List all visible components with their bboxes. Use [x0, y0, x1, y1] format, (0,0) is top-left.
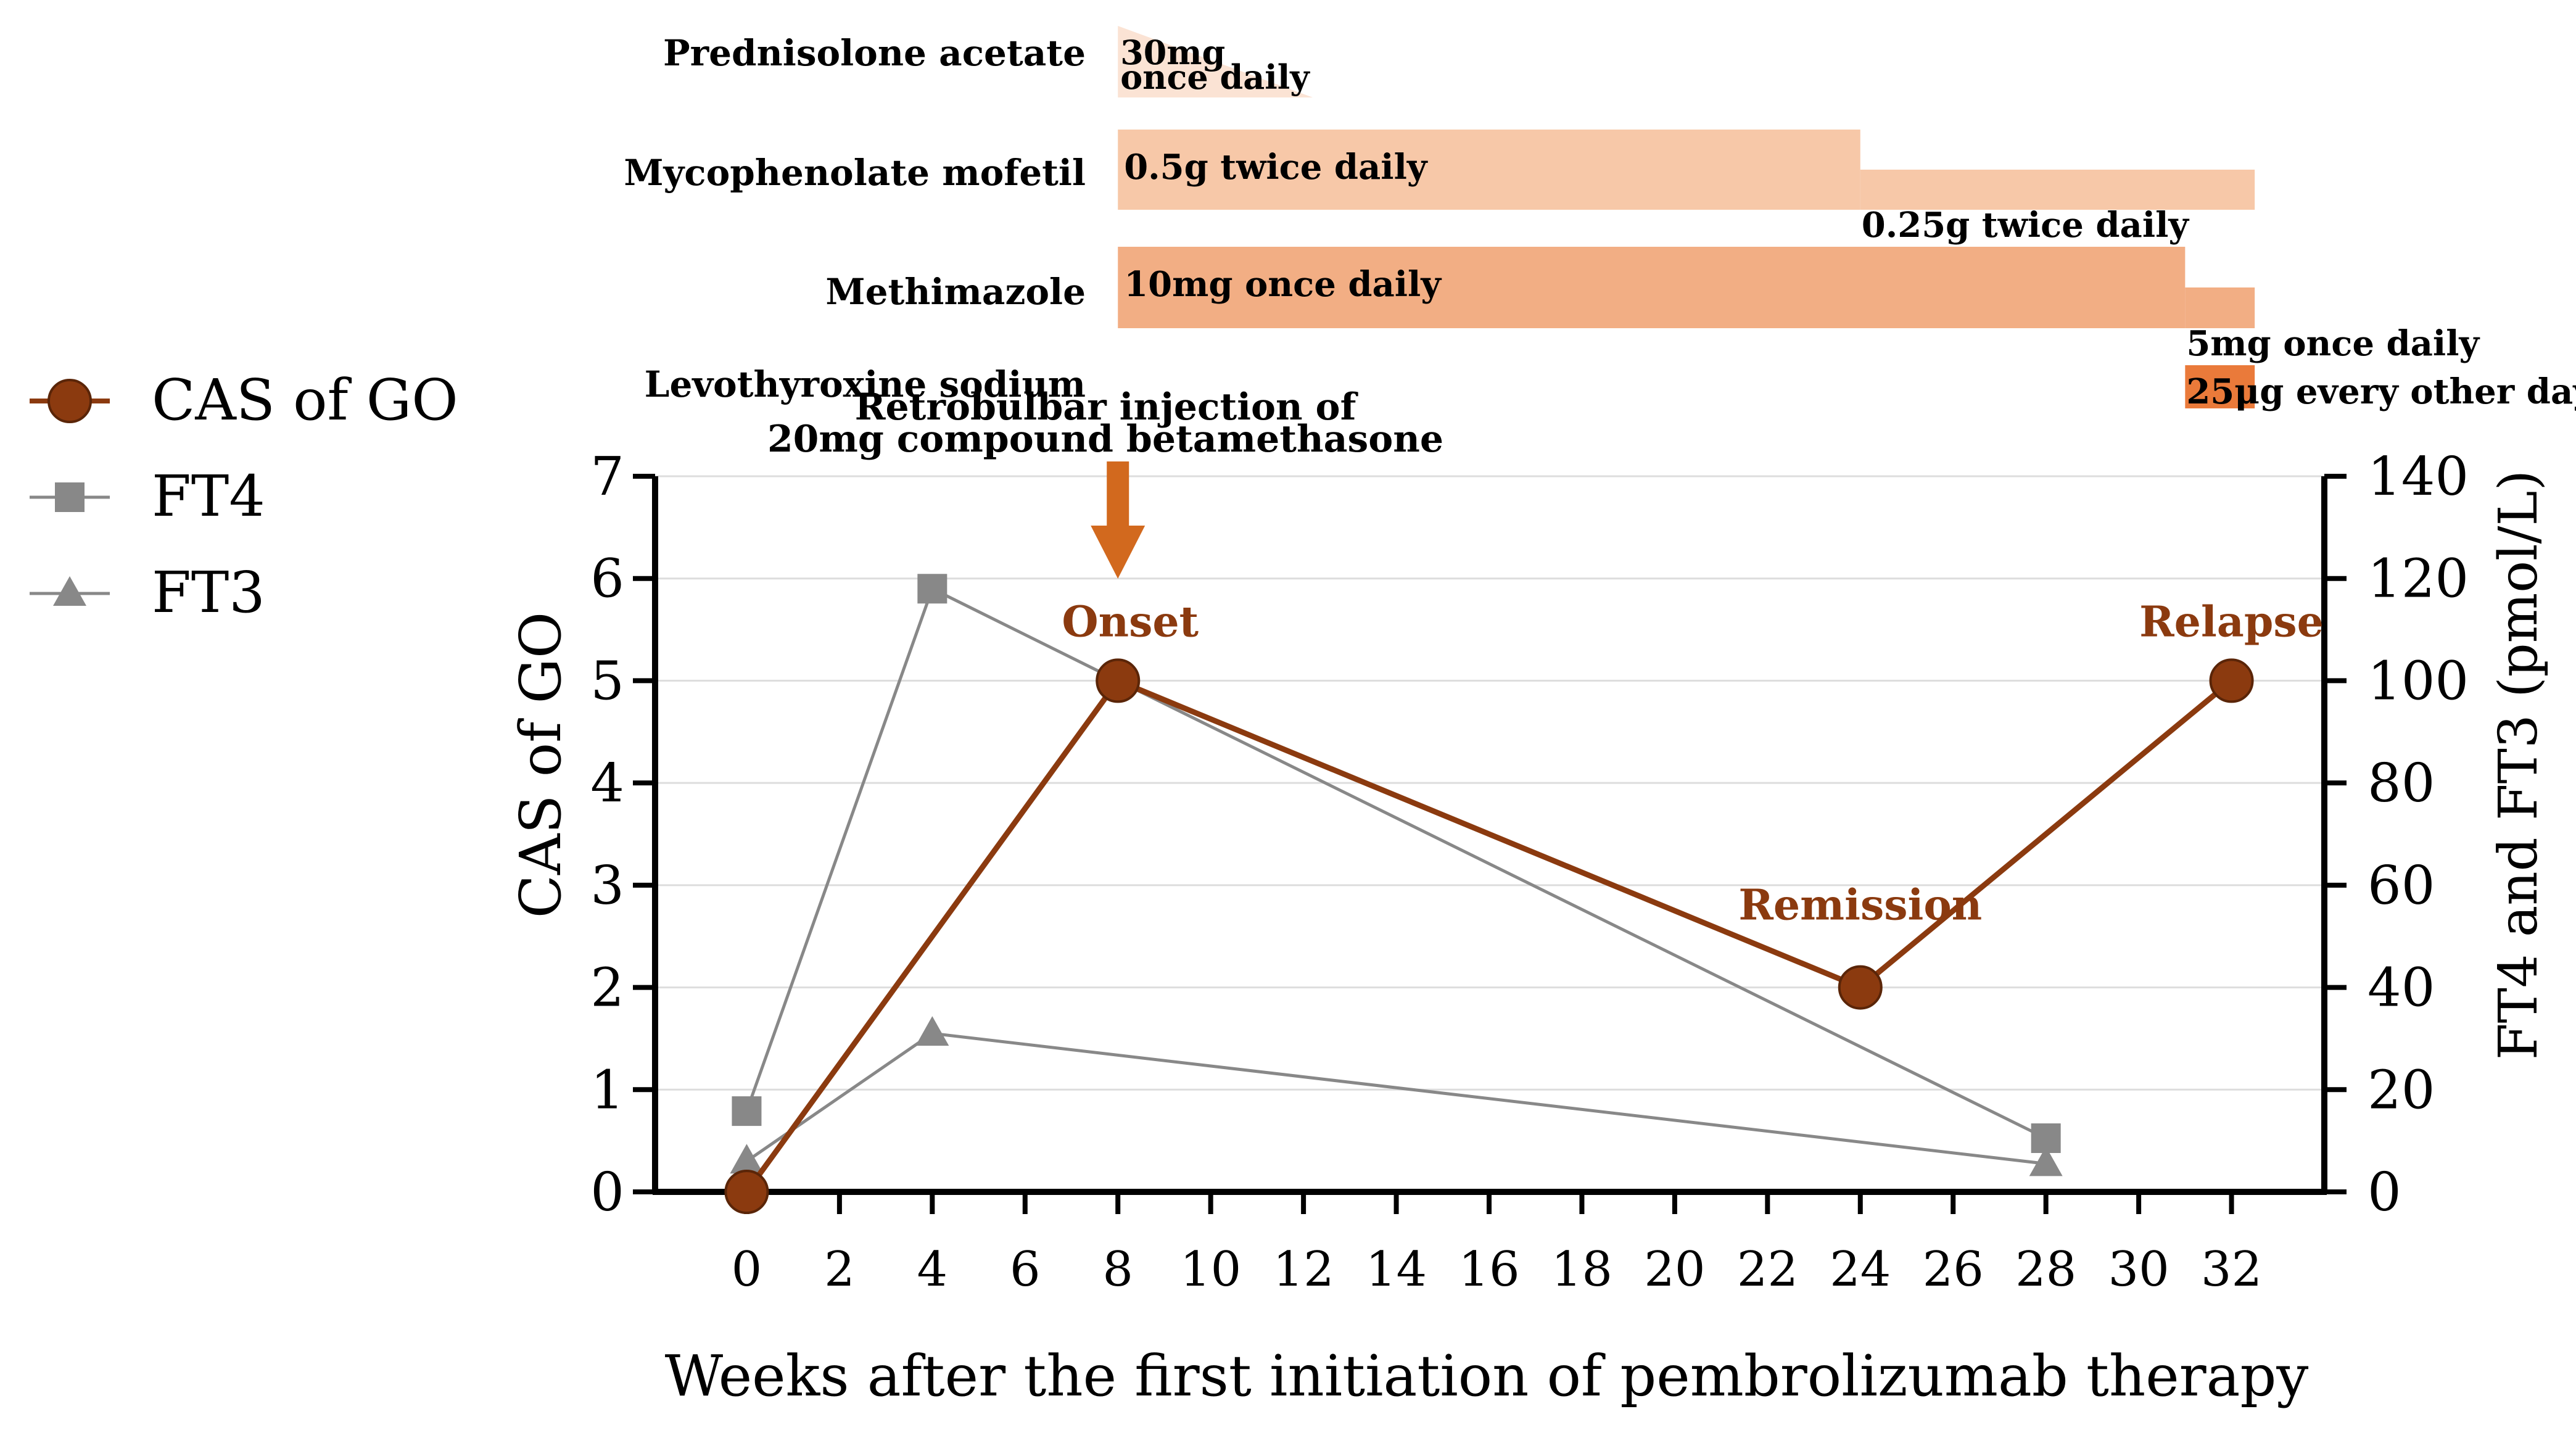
left-tick-label: 7 — [590, 446, 624, 508]
ft4-point — [55, 482, 85, 512]
annotation-relapse: Relapse — [2139, 597, 2324, 647]
treatment-bar-pred — [1118, 26, 1313, 97]
legend-item: FT3 — [30, 560, 265, 626]
dose-label: once daily — [1120, 57, 1310, 97]
x-tick-label: 0 — [732, 1242, 762, 1297]
left-axis-title: CAS of GO — [508, 612, 574, 919]
left-tick-label: 6 — [590, 548, 624, 610]
injection-label-line1: Retrobulbar injection of — [855, 386, 1359, 429]
series-line — [744, 677, 2234, 1194]
cas-point — [1838, 965, 1883, 1010]
annotation-onset: Onset — [1062, 597, 1199, 647]
dose-label: 10mg once daily — [1124, 264, 1442, 305]
legend-item: FT4 — [30, 463, 265, 529]
ft4-point — [917, 574, 947, 604]
x-tick-label: 10 — [1180, 1242, 1241, 1297]
treatment-label-myco: Mycophenolate mofetil — [624, 152, 1086, 194]
left-tick-label: 5 — [590, 650, 624, 712]
dose-label: 25μg every other day — [2186, 371, 2576, 412]
legend: CAS of GO FT4 FT3 — [30, 367, 458, 626]
legend-label: FT3 — [152, 560, 265, 626]
right-axis-title: FT4 and FT3 (pmol/L) — [2488, 470, 2549, 1060]
x-tick-label: 18 — [1551, 1242, 1612, 1297]
treatment-bar-myco — [1118, 130, 1860, 210]
x-tick-label: 6 — [1010, 1242, 1041, 1297]
x-axis-title: Weeks after the first initiation of pemb… — [665, 1343, 2309, 1409]
ft3-point — [53, 576, 86, 606]
left-tick-label: 3 — [590, 855, 624, 917]
legend-item: CAS of GO — [30, 367, 458, 433]
right-tick-label: 40 — [2368, 957, 2435, 1019]
x-tick-label: 12 — [1273, 1242, 1334, 1297]
x-tick-label: 28 — [2015, 1242, 2076, 1297]
ft3-point — [2029, 1146, 2063, 1176]
ft3-point — [730, 1144, 764, 1174]
right-tick-label: 140 — [2368, 446, 2469, 508]
right-tick-label: 60 — [2368, 855, 2435, 917]
dose-label: 30mg — [1120, 33, 1225, 72]
annotation-remission: Remission — [1738, 881, 1982, 930]
left-tick-label: 2 — [590, 957, 624, 1019]
x-tick-label: 30 — [2108, 1242, 2169, 1297]
right-tick-label: 120 — [2368, 548, 2469, 610]
x-tick-label: 14 — [1366, 1242, 1427, 1297]
left-tick-label: 1 — [590, 1059, 624, 1121]
right-tick-label: 0 — [2368, 1162, 2401, 1223]
left-tick-label: 4 — [590, 753, 624, 814]
treatment-label-levo: Levothyroxine sodium — [645, 363, 1086, 405]
gridlines — [655, 475, 2324, 1091]
ft3-point — [915, 1016, 949, 1046]
ft4-point — [2031, 1123, 2061, 1153]
injection-label-line2: 20mg compound betamethasone — [767, 418, 1443, 461]
treatment-bar-myco — [1860, 170, 2255, 210]
legend-label: CAS of GO — [152, 367, 458, 433]
data-series — [724, 574, 2254, 1214]
x-tick-label: 20 — [1644, 1242, 1705, 1297]
injection-arrow-head — [1091, 526, 1146, 579]
cas-point — [724, 1170, 769, 1214]
x-tick-label: 16 — [1458, 1242, 1519, 1297]
right-tick-label: 80 — [2368, 753, 2435, 814]
right-tick-label: 100 — [2368, 650, 2469, 712]
x-tick-label: 2 — [824, 1242, 855, 1297]
treatment-label-methi: Methimazole — [825, 271, 1086, 313]
legend-label: FT4 — [152, 463, 265, 529]
treatment-bar-methi — [1118, 247, 2186, 328]
x-tick-label: 24 — [1830, 1242, 1891, 1297]
x-tick-label: 4 — [917, 1242, 948, 1297]
left-tick-label: 0 — [590, 1162, 624, 1223]
injection-arrow-shaft — [1107, 461, 1129, 526]
series-ft3 — [730, 1016, 2063, 1176]
x-tick-label: 22 — [1737, 1242, 1798, 1297]
cas-point — [1096, 658, 1141, 703]
series-line — [745, 586, 2047, 1140]
series-line — [746, 1031, 2046, 1165]
x-tick-label: 8 — [1102, 1242, 1133, 1297]
cas-point — [47, 379, 92, 423]
annotations: Onset Remission Relapse — [1062, 597, 2324, 930]
treatment-bar-levo — [2185, 365, 2255, 408]
dose-label: 0.25g twice daily — [1862, 205, 2190, 246]
cas-point — [2209, 658, 2254, 703]
ft4-point — [732, 1096, 762, 1126]
dose-label: 5mg once daily — [2186, 323, 2480, 364]
treatment-bar-methi — [2185, 287, 2255, 328]
dose-label: 0.5g twice daily — [1124, 147, 1428, 188]
treatment-label-pred: Prednisolone acetate — [663, 32, 1086, 74]
series-cas-of-go — [724, 658, 2254, 1214]
x-tick-label: 26 — [1923, 1242, 1984, 1297]
x-tick-label: 32 — [2201, 1242, 2262, 1297]
series-ft4 — [732, 574, 2061, 1153]
axis-titles: Weeks after the first initiation of pemb… — [508, 386, 2549, 1409]
right-tick-label: 20 — [2368, 1059, 2435, 1121]
